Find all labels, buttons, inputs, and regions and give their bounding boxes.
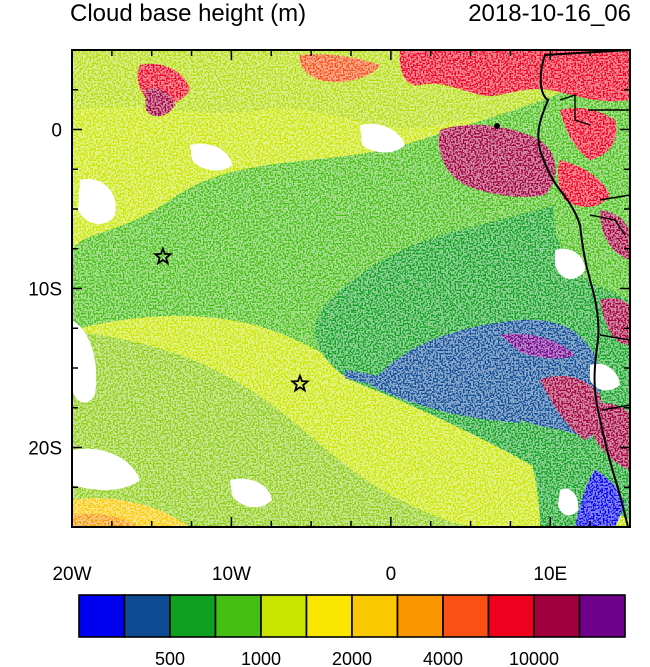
x-tick-label: 10E [533, 564, 567, 585]
axis-ticks [71, 49, 631, 528]
colorbar-label: 4000 [423, 649, 463, 667]
cloud-field [72, 50, 630, 527]
axis-tick-labels: 20W 10W 0 10E 0 10S 20S [28, 121, 567, 586]
colorbar-swatch [487, 594, 535, 638]
colorbar-label: 500 [155, 649, 185, 667]
map-datetime: 2018-10-16_06 [468, 0, 631, 27]
colorbar-swatch [260, 594, 308, 638]
colorbar-swatch [78, 594, 126, 638]
colorbar-swatch [442, 594, 490, 638]
colorbar [78, 594, 626, 638]
colorbar-swatch [396, 594, 444, 638]
x-tick-label: 10W [212, 564, 251, 585]
y-tick-label: 0 [51, 121, 62, 142]
colorbar-labels: 500 1000 2000 4000 10000 [155, 649, 559, 667]
y-tick-label: 10S [28, 280, 62, 301]
y-tick-label: 20S [28, 439, 62, 460]
x-tick-label: 0 [386, 564, 397, 585]
coastline [494, 50, 630, 527]
colorbar-swatch [123, 594, 171, 638]
colorbar-label: 2000 [332, 649, 372, 667]
colorbar-swatch [169, 594, 217, 638]
colorbar-label: 1000 [241, 649, 281, 667]
star-marker [290, 373, 310, 393]
colorbar-swatch [214, 594, 262, 638]
colorbar-swatch [578, 594, 626, 638]
star-markers [152, 246, 310, 393]
colorbar-swatch [351, 594, 399, 638]
colorbar-swatch [305, 594, 353, 638]
colorbar-label: 10000 [509, 649, 559, 667]
x-tick-label: 20W [52, 564, 91, 585]
colorbar-swatch [533, 594, 581, 638]
map-title: Cloud base height (m) [70, 0, 307, 27]
star-marker [152, 246, 173, 266]
